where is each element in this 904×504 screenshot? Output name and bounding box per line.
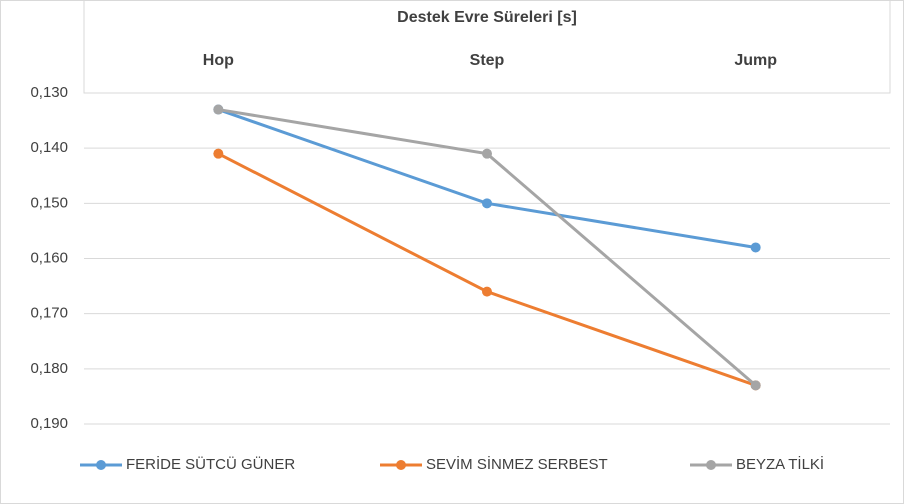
y-tick-label: 0,180 [30, 360, 68, 377]
data-point [213, 148, 224, 159]
data-point [750, 242, 761, 253]
data-point [482, 286, 492, 297]
y-tick-label: 0,160 [30, 249, 68, 266]
legend-label: SEVİM SİNMEZ SERBEST [426, 455, 608, 473]
y-tick-label: 0,130 [30, 84, 68, 101]
data-point [482, 148, 492, 159]
data-point [750, 380, 761, 391]
y-tick-label: 0,150 [30, 194, 68, 211]
data-point [213, 104, 224, 115]
legend-marker [396, 460, 406, 470]
legend-label: BEYZA TİLKİ [736, 455, 824, 473]
y-tick-label: 0,190 [30, 415, 68, 432]
y-tick-label: 0,140 [30, 139, 68, 156]
legend-marker [96, 460, 106, 470]
chart-title: Destek Evre Süreleri [s] [397, 9, 577, 26]
x-tick-label: Step [470, 52, 505, 69]
data-point [482, 198, 492, 209]
legend-marker [706, 460, 716, 470]
legend-label: FERİDE SÜTCÜ GÜNER [126, 455, 295, 473]
y-tick-label: 0,170 [30, 305, 68, 322]
x-tick-label: Jump [734, 52, 777, 69]
x-tick-label: Hop [203, 52, 234, 69]
